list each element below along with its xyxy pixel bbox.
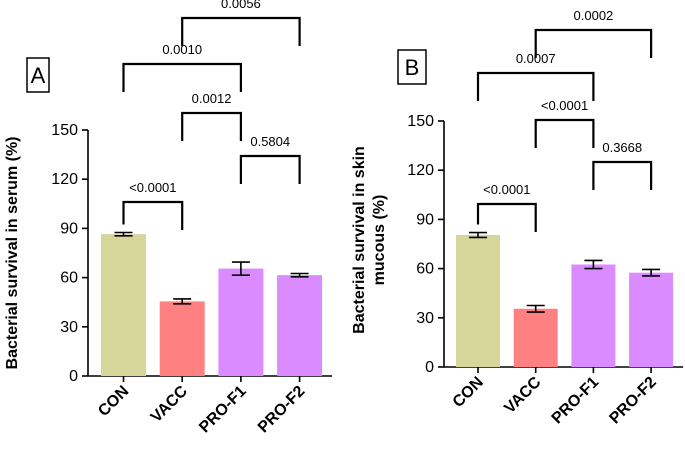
bar-pro-f1 [218, 268, 264, 376]
panel-a: A 0 30 60 90 120 150 Bacterial survival in seru… [4, 0, 333, 437]
significance-bracket [181, 16, 301, 46]
y-tick-label: 60 [416, 261, 434, 278]
p-value-label: 0.0010 [162, 42, 202, 57]
bar-vacc [513, 308, 558, 367]
significance-bracket [239, 154, 301, 184]
significance-bracket [476, 202, 537, 232]
x-category-label: VACC [148, 382, 192, 426]
y-tick-label: 150 [407, 113, 434, 130]
p-value-label: 0.5804 [250, 134, 290, 149]
x-category-label: PRO-F2 [255, 383, 309, 437]
bar-vacc [159, 301, 205, 376]
bar-con [101, 234, 146, 376]
x-category-label: PRO-F1 [549, 374, 603, 428]
panel-label: B [405, 55, 420, 80]
y-tick-label: 90 [60, 220, 78, 237]
y-axis-title-line: Bacterial survival in skin [351, 146, 368, 334]
significance-bracket [181, 111, 242, 141]
p-value-label: 0.0001 [545, 0, 585, 3]
x-category-label: VACC [501, 373, 545, 417]
significance-bracket [534, 28, 653, 58]
x-category-label: PRO-F2 [606, 374, 660, 428]
y-tick-label: 60 [60, 270, 78, 287]
p-value-label: 0.0002 [574, 8, 614, 23]
y-tick-label: 120 [51, 171, 78, 188]
p-value-label: 0.3668 [602, 140, 642, 155]
p-value-label: 0.0012 [192, 91, 232, 106]
y-tick-label: 90 [416, 211, 434, 228]
bar-con [456, 234, 500, 367]
significance-bracket [592, 160, 653, 190]
y-axis-title: Bacterial survival in serum (%) [4, 137, 21, 370]
y-tick-label: 0 [425, 359, 434, 376]
significance-bracket [122, 200, 184, 230]
x-category-label: PRO-F1 [196, 383, 250, 437]
p-value-label: <0.0001 [483, 182, 530, 197]
y-tick-label: 120 [407, 162, 434, 179]
significance-bracket [534, 118, 595, 148]
p-value-label: 0.0056 [221, 0, 261, 11]
x-category-label: CON [95, 383, 132, 420]
panel-label-box [26, 57, 50, 93]
bar-pro-f2 [629, 272, 674, 367]
panel-b: B 0 30 60 90 120 150 Bacterial survival in skin… [351, 0, 684, 428]
p-value-label: <0.0001 [129, 180, 176, 195]
bar-pro-f2 [277, 275, 323, 376]
panel-label: A [31, 63, 46, 88]
p-value-label: <0.0001 [541, 98, 588, 113]
p-value-label: 0.0003 [192, 0, 232, 3]
significance-bracket [476, 71, 595, 101]
panel-label-box [397, 49, 427, 85]
bar-pro-f1 [571, 264, 616, 367]
p-value-label: 0.0007 [516, 51, 556, 66]
y-tick-label: 30 [60, 319, 78, 336]
significance-bracket [122, 62, 242, 92]
y-axis-title: Bacterial survival in skin mucous (%) [351, 146, 388, 334]
y-tick-label: 150 [51, 122, 78, 139]
y-tick-label: 30 [416, 310, 434, 327]
x-category-label: CON [450, 374, 487, 411]
y-tick-label: 0 [69, 368, 78, 385]
y-axis-title-line: mucous (%) [371, 195, 388, 286]
